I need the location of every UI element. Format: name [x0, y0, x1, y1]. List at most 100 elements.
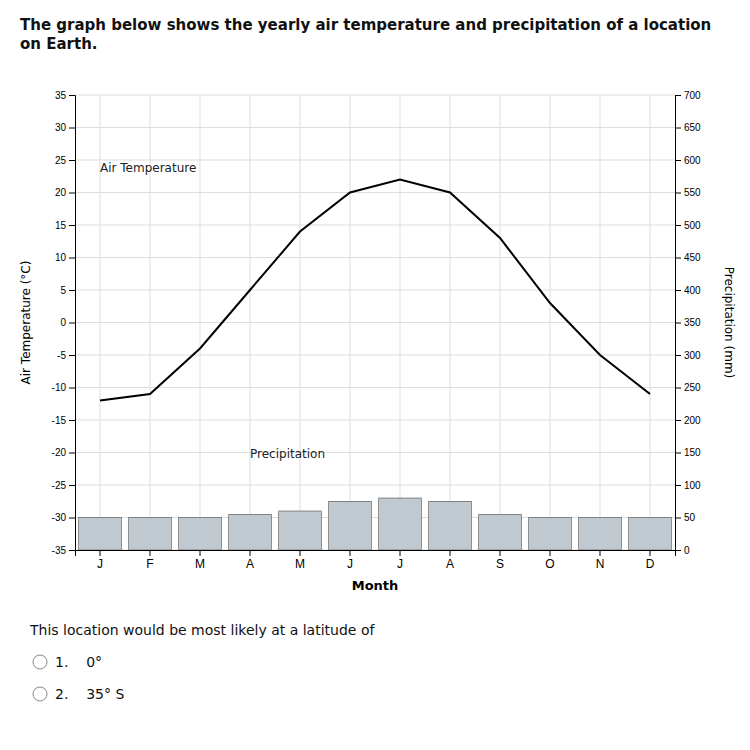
grid-line-x	[300, 95, 301, 550]
tick: 5	[60, 285, 75, 296]
tick-label: 5	[60, 285, 66, 296]
tick-mark	[675, 550, 681, 551]
tick: J	[397, 550, 403, 571]
tick-mark	[675, 388, 681, 389]
tick-mark	[69, 128, 75, 129]
tick-label: 450	[684, 252, 701, 263]
grid-line-x	[650, 95, 651, 550]
tick: 0	[60, 317, 75, 328]
tick: 300	[675, 350, 701, 361]
tick-mark	[100, 550, 101, 556]
axis-line	[76, 551, 676, 557]
tick: 600	[675, 155, 701, 166]
grid-line-x	[350, 95, 351, 550]
tick-label: -30	[52, 512, 67, 523]
question: This location would be most likely at a …	[29, 622, 375, 638]
tick-mark	[675, 225, 681, 226]
tick-label: N	[596, 557, 605, 571]
tick-label: F	[146, 557, 153, 571]
bar	[479, 514, 522, 550]
bar	[379, 498, 422, 550]
tick: -20	[52, 447, 75, 458]
tick-mark	[69, 355, 75, 356]
bar	[229, 514, 272, 550]
tick-mark	[675, 485, 681, 486]
tick: 20	[55, 187, 75, 198]
tick-mark	[69, 225, 75, 226]
tick-label: O	[545, 557, 554, 571]
y2-axis: 0501001502002503003504004505005506006507…	[675, 90, 701, 556]
tick: F	[146, 550, 153, 571]
tick-mark	[69, 193, 75, 194]
tick-label: 200	[684, 415, 701, 426]
tick: 450	[675, 252, 701, 263]
tick-mark	[69, 160, 75, 161]
tick-mark	[675, 420, 681, 421]
bars	[79, 498, 672, 550]
series-label: Air Temperature	[100, 161, 196, 175]
grid-line-y	[75, 95, 675, 96]
tick-label: D	[646, 557, 655, 571]
answer: 1. 0°	[55, 654, 102, 670]
tick: M	[295, 550, 305, 571]
tick-mark	[450, 550, 451, 556]
tick-label: 25	[55, 155, 67, 166]
tick: 50	[675, 512, 696, 523]
series-label: Precipitation	[250, 447, 325, 461]
grid-line-x	[500, 95, 501, 550]
tick-mark	[675, 518, 681, 519]
grid-line-y	[75, 290, 675, 291]
tick: -35	[52, 545, 75, 556]
tick-label: -25	[52, 480, 67, 491]
radio-button[interactable]	[33, 655, 47, 669]
bar	[329, 501, 372, 550]
radio-button[interactable]	[33, 687, 47, 701]
tick: M	[195, 550, 205, 571]
y-axis-title: Air Temperature (°C)	[19, 261, 33, 385]
tick-label: 35	[55, 90, 67, 101]
tick: 250	[675, 382, 701, 393]
tick-mark	[675, 453, 681, 454]
x-axis: JFMAMJJASOND	[76, 550, 676, 571]
plot: PrecipitationAir TemperatureJFMAMJJASOND…	[52, 90, 702, 571]
tick: 400	[675, 285, 701, 296]
tick-label: -15	[52, 415, 67, 426]
tick-label: 550	[684, 187, 701, 198]
tick-label: A	[246, 557, 254, 571]
tick-mark	[675, 160, 681, 161]
tick-mark	[69, 388, 75, 389]
tick-label: 15	[55, 220, 67, 231]
tick-label: 20	[55, 187, 67, 198]
tick: 35	[55, 90, 75, 101]
tick-label: -20	[52, 447, 67, 458]
tick-label: 0	[684, 545, 690, 556]
tick-mark	[600, 550, 601, 556]
bar	[179, 518, 222, 551]
plot-background	[75, 95, 675, 550]
tick-mark	[675, 128, 681, 129]
tick: 350	[675, 317, 701, 328]
bar	[279, 511, 322, 550]
tick: -15	[52, 415, 75, 426]
tick-label: 150	[684, 447, 701, 458]
tick: 550	[675, 187, 701, 198]
bar	[629, 518, 672, 551]
tick: 200	[675, 415, 701, 426]
tick-label: 50	[684, 512, 696, 523]
grid-line-y	[75, 387, 675, 388]
tick: N	[596, 550, 605, 571]
grid-line-x	[550, 95, 551, 550]
tick-label: J	[347, 557, 353, 571]
tick-mark	[675, 258, 681, 259]
grid-line-y	[75, 225, 675, 226]
tick-mark	[69, 453, 75, 454]
tick: D	[646, 550, 655, 571]
tick: J	[97, 550, 103, 571]
tick-label: -35	[52, 545, 67, 556]
chart-svg: The graph below shows the yearly air tem…	[0, 0, 750, 750]
tick-label: 650	[684, 122, 701, 133]
tick-label: J	[97, 557, 103, 571]
tick-label: 400	[684, 285, 701, 296]
grid	[75, 95, 675, 550]
tick-mark	[675, 323, 681, 324]
